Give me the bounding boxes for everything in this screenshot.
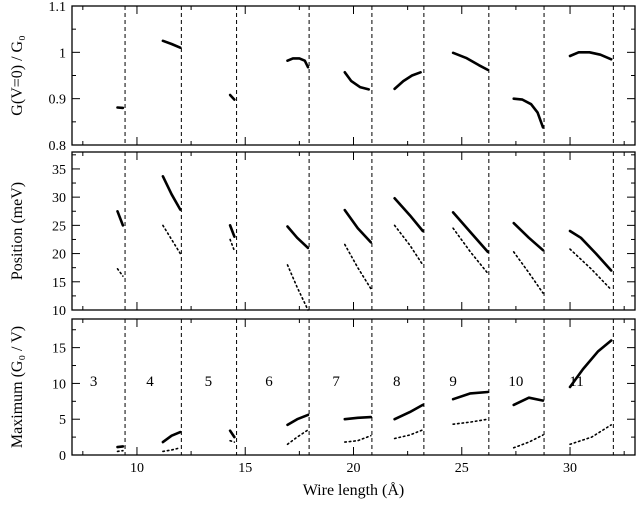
y-axis-title: Position (meV): [9, 182, 26, 280]
y-tick-label: 15: [52, 342, 66, 357]
data-line-dotted: [569, 248, 613, 291]
segment-label: 6: [265, 374, 273, 390]
segment-label: 8: [393, 374, 401, 390]
segment-label: 4: [146, 374, 154, 390]
data-line-solid: [116, 210, 125, 227]
data-line-dotted: [116, 449, 124, 453]
data-line-solid: [286, 57, 310, 69]
segment-label: 10: [508, 374, 523, 390]
y-tick-label: 15: [52, 276, 66, 291]
x-axis-title: Wire length (Å): [303, 481, 405, 499]
data-line-dotted: [116, 267, 124, 277]
data-line-solid: [286, 225, 310, 250]
x-tick-label: 25: [455, 461, 469, 476]
data-line-dotted: [343, 434, 372, 443]
data-line-dotted: [452, 227, 489, 275]
data-line-solid: [451, 211, 490, 254]
data-line-solid: [343, 71, 371, 91]
data-line-dotted: [286, 264, 309, 311]
panel-conductance: 0.8 0.9 1 1.1 G(V=0) / G₀: [9, 0, 636, 154]
data-line-dotted: [512, 251, 544, 294]
y-tick-label: 5: [59, 413, 66, 428]
y-tick-label: 1: [59, 46, 66, 61]
data-line-dotted: [229, 439, 236, 443]
data-line-solid: [512, 97, 545, 129]
y-tick-label: 30: [52, 191, 66, 206]
data-line-dotted: [452, 418, 489, 426]
segment-label: 7: [332, 374, 340, 390]
data-line-dotted: [569, 424, 613, 446]
data-line-solid: [343, 208, 373, 244]
data-line-dotted: [393, 429, 424, 440]
data-line-solid: [568, 339, 613, 389]
data-line-dotted: [393, 224, 424, 266]
y-tick-label: 10: [52, 304, 66, 319]
y-axis-title: G(V=0) / G₀: [9, 35, 26, 115]
plot-frame: [71, 318, 636, 456]
data-line-solid: [286, 413, 310, 427]
data-line-solid: [451, 51, 490, 72]
data-line-solid: [228, 429, 236, 439]
data-line-dotted: [162, 224, 182, 255]
y-tick-label: 35: [52, 163, 66, 178]
plot-frame: [71, 151, 636, 311]
x-tick-label: 10: [130, 461, 144, 476]
segment-label: 5: [205, 374, 213, 390]
y-axis-title: Maximum (G₀ / V): [9, 326, 26, 448]
data-line-solid: [393, 197, 425, 233]
segment-label: 3: [90, 374, 98, 390]
data-line-dotted: [343, 243, 372, 290]
plot-frame: [71, 5, 636, 146]
data-line-solid: [343, 415, 373, 421]
y-tick-label: 20: [52, 248, 66, 263]
panel-maximum: 0 5 10 15 Maximum (G₀ / V) 10 15 20 25 30 Wire len…: [9, 318, 636, 499]
data-line-solid: [451, 390, 490, 401]
data-line-dotted: [512, 434, 544, 449]
panel-position: 10 15 20 25 30 35 Position (meV): [9, 151, 636, 319]
y-tick-label: 25: [52, 219, 66, 234]
y-tick-label: 0.8: [49, 139, 67, 154]
data-line-solid: [393, 403, 425, 421]
y-tick-label: 0.9: [49, 93, 67, 108]
x-tick-label: 30: [563, 461, 577, 476]
data-line-solid: [161, 39, 182, 50]
data-line-dotted: [286, 429, 309, 446]
data-line-dotted: [229, 238, 236, 252]
y-tick-label: 0: [59, 449, 66, 464]
data-line-solid: [228, 224, 236, 238]
data-line-solid: [512, 221, 545, 252]
data-line-solid: [568, 50, 613, 61]
data-line-solid: [512, 396, 545, 407]
y-tick-label: 10: [52, 377, 66, 392]
y-tick-label: 1.1: [49, 0, 67, 15]
data-line-solid: [228, 93, 236, 101]
data-line-solid: [161, 430, 182, 444]
data-line-solid: [161, 175, 182, 211]
data-line-solid: [568, 229, 613, 272]
segment-label: 9: [449, 374, 457, 390]
x-tick-label: 20: [347, 461, 361, 476]
data-line-solid: [116, 445, 125, 449]
data-line-dotted: [162, 446, 182, 453]
x-tick-label: 15: [238, 461, 252, 476]
data-line-solid: [393, 71, 422, 91]
segment-label: 11: [569, 374, 583, 390]
